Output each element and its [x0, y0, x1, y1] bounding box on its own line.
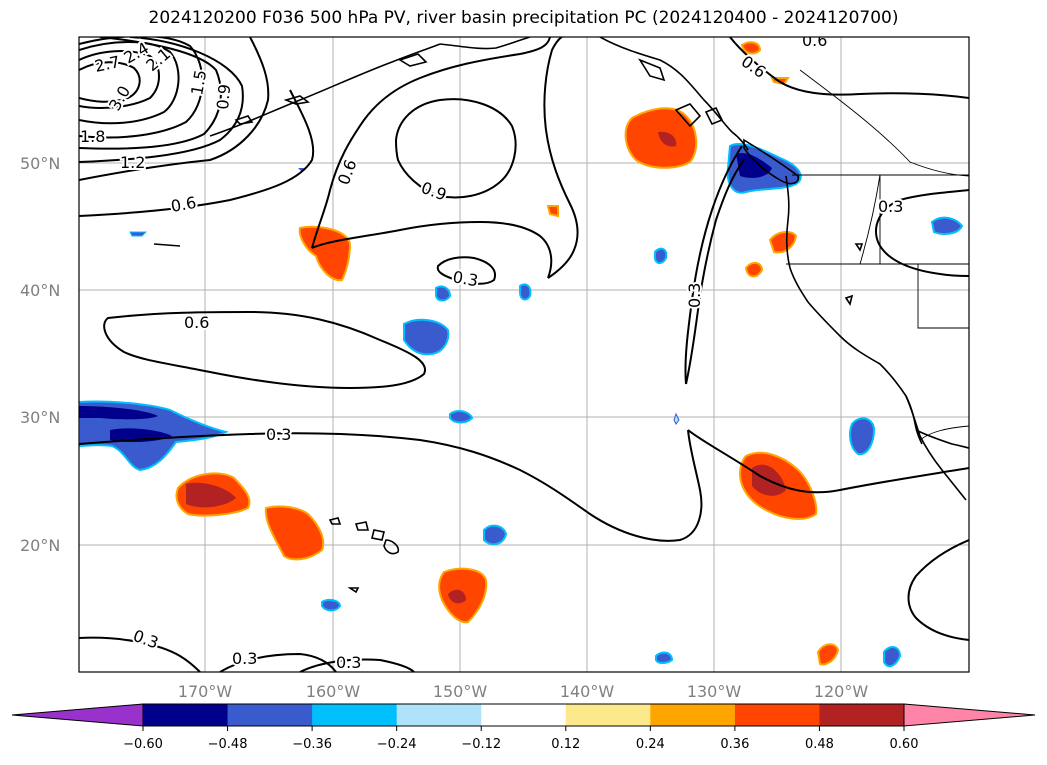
precip-area [186, 482, 236, 508]
precip-area [655, 651, 674, 664]
precip-area [849, 417, 876, 456]
colorbar-segment [481, 704, 567, 726]
precip-area [79, 406, 158, 420]
contour-label: 0.3 [878, 197, 903, 216]
precip-area [744, 262, 764, 278]
lon-tick-label: 150°W [433, 682, 488, 701]
contour-label: 0.9 [213, 83, 234, 110]
colorbar-tick-label: 0.24 [636, 737, 665, 752]
precip-area [768, 230, 798, 254]
colorbar-segment [650, 704, 736, 726]
lat-tick-label: 40°N [20, 281, 60, 300]
precip-area [449, 410, 474, 424]
colorbar-segment [143, 704, 229, 726]
precip-area [653, 247, 668, 264]
precip-area [736, 153, 772, 178]
precip-area [403, 318, 450, 356]
colorbar: −0.60 −0.48 −0.36 −0.24 −0.12 0.12 0.24 0.36 0.4… [11, 703, 1036, 752]
precip-area [435, 285, 452, 302]
contour-label: 0.3 [266, 425, 291, 444]
contour-label: 0.6 [184, 313, 209, 332]
contour-label: 1.8 [80, 127, 105, 146]
colorbar-tick-label: 0.48 [805, 737, 834, 752]
colorbar-segment [396, 704, 482, 726]
map-frame [78, 36, 970, 673]
lat-tick-label: 50°N [20, 154, 60, 173]
lon-tick-label: 170°W [178, 682, 233, 701]
precip-area [883, 646, 902, 668]
precip-area [816, 643, 840, 666]
lat-tick-label: 30°N [20, 408, 60, 427]
colorbar-tick-label: −0.12 [461, 737, 501, 752]
precip-area [483, 524, 508, 546]
colorbar-frame [142, 703, 905, 727]
colorbar-segment [227, 704, 313, 726]
precip-area [930, 216, 964, 235]
colorbar-segment [565, 704, 651, 726]
contour-label: 0.6 [802, 31, 827, 50]
contour-label: 0.3 [336, 653, 361, 672]
colorbar-segment [734, 704, 820, 726]
contour-label: 0.3 [232, 649, 257, 668]
precip-area [321, 598, 342, 612]
precip-area [264, 505, 325, 561]
colorbar-segment [819, 704, 905, 726]
colorbar-tick-label: −0.24 [377, 737, 417, 752]
colorbar-tick-label: 0.36 [720, 737, 749, 752]
colorbar-tick-label: −0.60 [123, 737, 163, 752]
precip-area [546, 205, 559, 218]
lon-tick-labels: 170°W 160°W 150°W 140°W 130°W 120°W [178, 682, 869, 701]
contour-label: 1.2 [120, 153, 145, 172]
coastlines [153, 37, 969, 594]
colorbar-extend-low [11, 703, 144, 727]
colorbar-tick-label: −0.36 [292, 737, 332, 752]
colorbar-tick-label: −0.48 [208, 737, 248, 752]
precip-area [448, 589, 466, 604]
contour-label: 0.3 [685, 283, 704, 308]
negative-precip-areas [79, 142, 964, 668]
colorbar-tick-label: 0.12 [551, 737, 580, 752]
precip-area [129, 231, 148, 237]
colorbar-extend-high [903, 703, 1036, 727]
precip-area [740, 41, 762, 55]
pv-contours [79, 37, 969, 672]
lon-tick-label: 130°W [687, 682, 742, 701]
precip-area [658, 131, 677, 147]
colorbar-tick-label: 0.60 [890, 737, 919, 752]
lon-tick-label: 140°W [560, 682, 615, 701]
borders [786, 69, 969, 441]
lon-tick-label: 120°W [814, 682, 869, 701]
colorbar-segment [312, 704, 398, 726]
lat-tick-labels: 50°N 40°N 30°N 20°N [20, 154, 60, 555]
precip-area [673, 412, 680, 425]
map-background [79, 37, 969, 672]
chart-title: 2024120200 F036 500 hPa PV, river basin … [148, 8, 899, 28]
lat-tick-label: 20°N [20, 536, 60, 555]
lon-tick-label: 160°W [306, 682, 361, 701]
precip-area [519, 283, 532, 301]
